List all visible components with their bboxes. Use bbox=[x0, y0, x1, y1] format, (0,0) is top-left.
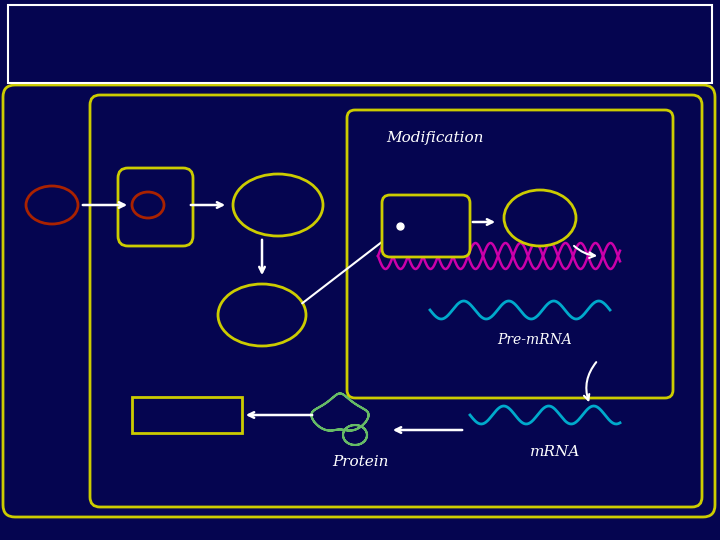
Ellipse shape bbox=[504, 190, 576, 246]
Text: H: H bbox=[140, 197, 156, 213]
Text: Protein: Protein bbox=[332, 455, 388, 469]
Text: 2nd: 2nd bbox=[265, 191, 292, 205]
FancyBboxPatch shape bbox=[347, 110, 673, 398]
Ellipse shape bbox=[218, 284, 306, 346]
Text: Messenger: Messenger bbox=[239, 208, 317, 222]
Text: Regulation of transcription by hormones that act on: Regulation of transcription by hormones … bbox=[92, 18, 628, 37]
Ellipse shape bbox=[132, 192, 164, 218]
Text: Modification: Modification bbox=[386, 131, 484, 145]
Text: Effector: Effector bbox=[233, 308, 290, 322]
FancyBboxPatch shape bbox=[382, 195, 470, 257]
Text: F: F bbox=[427, 213, 447, 240]
Text: PP: PP bbox=[521, 206, 559, 230]
FancyBboxPatch shape bbox=[3, 85, 715, 517]
Ellipse shape bbox=[233, 174, 323, 236]
Text: R: R bbox=[168, 196, 182, 214]
Text: the cell surface.: the cell surface. bbox=[271, 46, 449, 64]
FancyBboxPatch shape bbox=[118, 168, 193, 246]
FancyBboxPatch shape bbox=[8, 5, 712, 83]
Text: mRNA: mRNA bbox=[530, 445, 580, 459]
FancyBboxPatch shape bbox=[132, 397, 242, 433]
Ellipse shape bbox=[26, 186, 78, 224]
Text: Response: Response bbox=[152, 408, 222, 422]
Text: H: H bbox=[42, 195, 62, 215]
FancyBboxPatch shape bbox=[90, 95, 702, 507]
Text: Pre-mRNA: Pre-mRNA bbox=[498, 333, 572, 347]
